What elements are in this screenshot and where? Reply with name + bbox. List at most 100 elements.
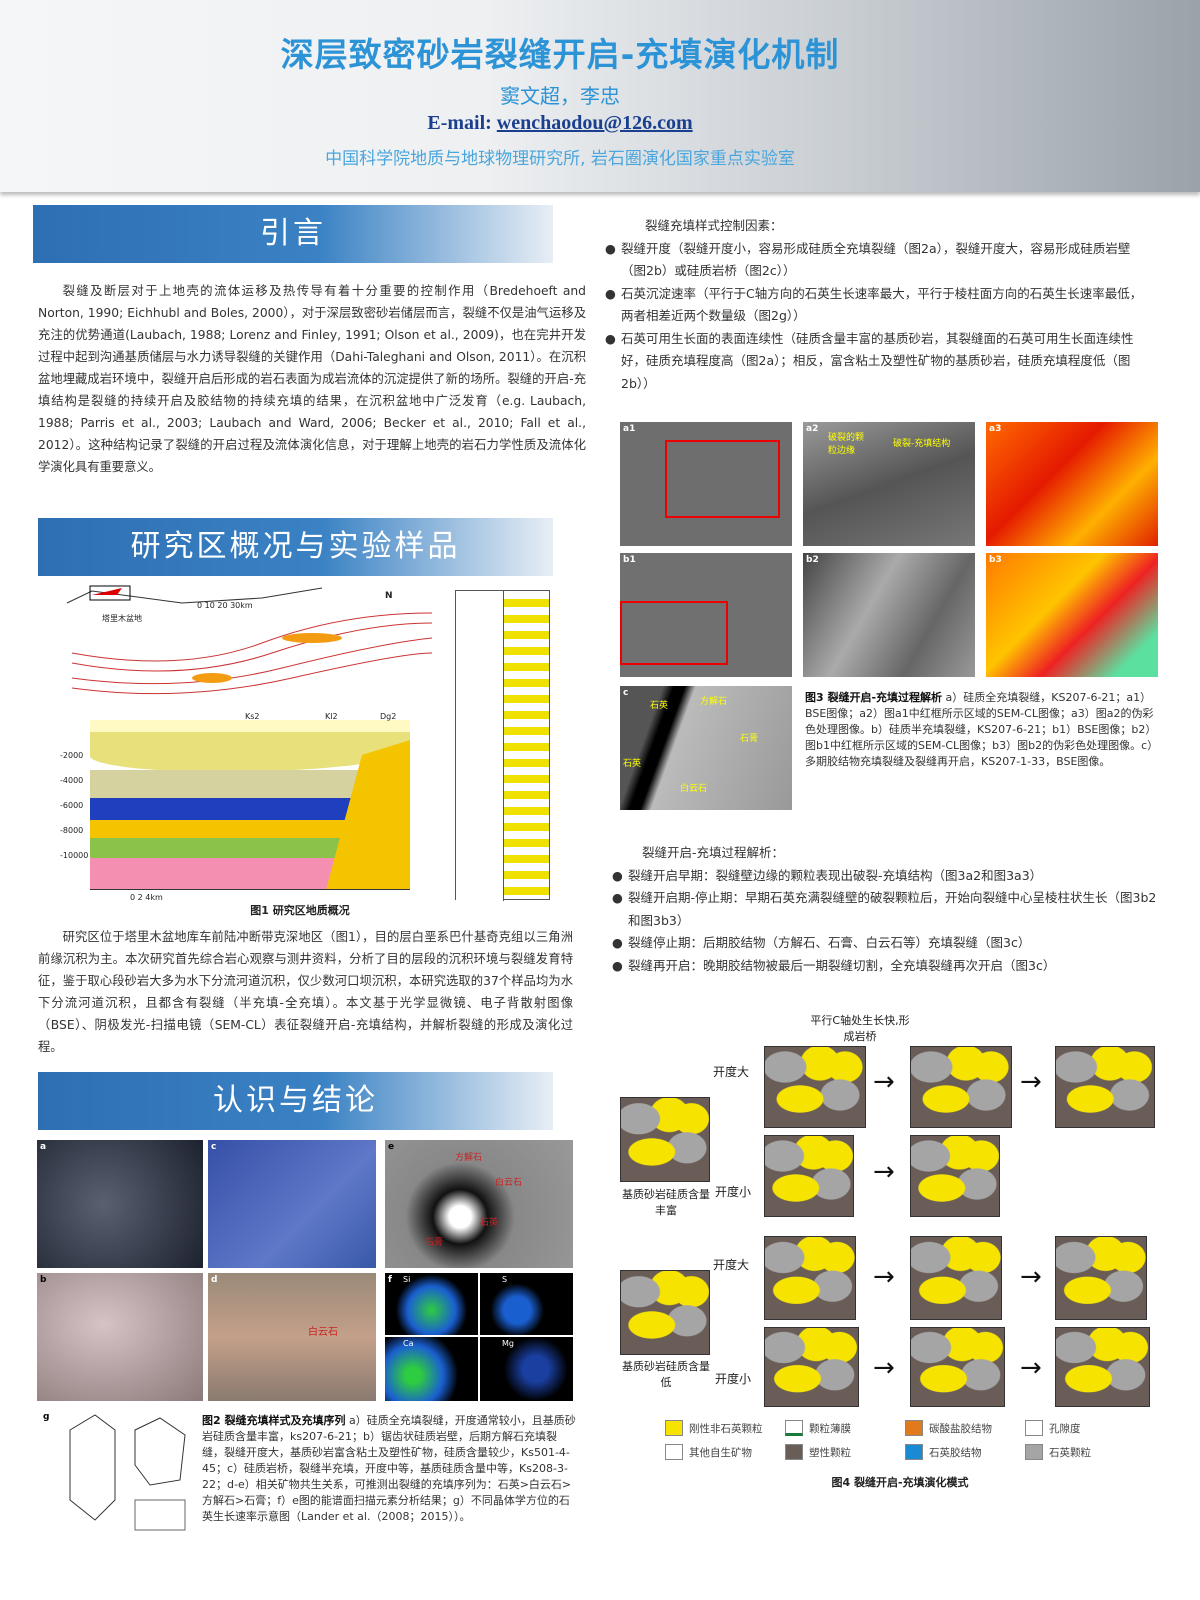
dolomite-label: 白云石 bbox=[308, 1327, 338, 1338]
element-label: Ca bbox=[403, 1339, 414, 1348]
mineral-label: 白云石 bbox=[680, 784, 708, 794]
legend-swatch bbox=[905, 1420, 923, 1436]
fig3-caption: 图3 裂缝开启-充填过程解析 a）硅质全充填裂缝，KS207-6-21；a1）B… bbox=[805, 690, 1160, 770]
legend-label: 石英颗粒 bbox=[1049, 1446, 1091, 1459]
email-label: E-mail: bbox=[427, 112, 497, 134]
list-item: 裂缝开度（裂缝开度小，容易形成硅质全充填裂缝（图2a），裂缝开度大，容易形成硅质… bbox=[605, 238, 1150, 283]
fig2-panel-a: a bbox=[37, 1140, 203, 1268]
poster-header bbox=[0, 0, 1200, 192]
fig2-panel-b: b bbox=[37, 1273, 203, 1401]
element-label: S bbox=[502, 1275, 508, 1284]
legend-swatch bbox=[665, 1444, 683, 1460]
list-item: 石英沉淀速率（平行于C轴方向的石英生长速率最大，平行于棱柱面方向的石英生长速率最… bbox=[605, 283, 1150, 328]
legend-item: 颗粒薄膜 bbox=[785, 1420, 905, 1436]
fig4-panel bbox=[764, 1046, 866, 1128]
panel-label: b3 bbox=[989, 555, 1002, 565]
fig3-panel-b2: b2 bbox=[803, 553, 975, 677]
fig3-panel-b1: b1 bbox=[620, 553, 792, 677]
panel-label: a2 bbox=[806, 424, 819, 434]
arrow-right-icon: → bbox=[1020, 1262, 1042, 1292]
legend-label: 碳酸盐胶结物 bbox=[929, 1422, 992, 1435]
list-item: 石英可用生长面的表面连续性（硅质含量丰富的基质砂岩，其裂缝面的石英可用生长面连续… bbox=[605, 328, 1150, 396]
stratigraphic-column bbox=[455, 590, 550, 901]
legend-swatch bbox=[1025, 1420, 1043, 1436]
panel-label: a1 bbox=[623, 424, 636, 434]
fig4-caption: 图4 裂缝开启-充填演化模式 bbox=[831, 1476, 969, 1489]
legend-label: 颗粒薄膜 bbox=[809, 1422, 851, 1435]
quartz-crystal-diagram bbox=[69, 1414, 186, 1531]
mineral-label: 石英 bbox=[650, 701, 669, 711]
section-scale: 0 2 4km bbox=[130, 893, 163, 902]
mineral-label: 方解石 bbox=[700, 697, 728, 707]
north-arrow: N bbox=[385, 591, 393, 601]
affiliation: 中国科学院地质与地球物理研究所, 岩石圈演化国家重点实验室 bbox=[325, 149, 795, 169]
arrow-right-icon: → bbox=[1020, 1353, 1042, 1383]
arrow-right-icon: → bbox=[873, 1353, 895, 1383]
depth-axis: -2000 -4000 -6000 -8000 -10000 bbox=[60, 743, 88, 868]
fig4-start-poor bbox=[620, 1270, 710, 1355]
fig3-caption-title: 图3 裂缝开启-充填过程解析 bbox=[805, 691, 943, 704]
panel-label: d bbox=[211, 1275, 218, 1285]
fig3-panel-a1: a1 bbox=[620, 422, 792, 546]
structure-map bbox=[66, 585, 433, 695]
panel-label: c bbox=[623, 688, 629, 698]
legend-label: 石英胶结物 bbox=[929, 1446, 982, 1459]
legend-item: 石英胶结物 bbox=[905, 1444, 1025, 1460]
arrow-right-icon: → bbox=[873, 1262, 895, 1292]
fig2-caption-text: a）硅质全充填裂缝，开度通常较小，且基质砂岩硅质含量丰富，ks207-6-21；… bbox=[202, 1414, 576, 1523]
fig4-panel bbox=[910, 1236, 1002, 1320]
fig4-legend: 刚性非石英颗粒 颗粒薄膜 碳酸盐胶结物 孔隙度 其他自生矿物 塑性颗粒 石英胶结… bbox=[665, 1420, 1145, 1460]
controls-section: 裂缝充填样式控制因素： 裂缝开度（裂缝开度小，容易形成硅质全充填裂缝（图2a），… bbox=[605, 215, 1150, 395]
poster-title: 深层致密砂岩裂缝开启-充填演化机制 bbox=[280, 35, 840, 74]
legend-item: 其他自生矿物 bbox=[665, 1444, 785, 1460]
fig4-poor-label: 基质砂岩硅质含量低 bbox=[622, 1360, 710, 1389]
panel-label: a bbox=[40, 1142, 47, 1152]
fig2-caption-title: 图2 裂缝充填样式及充填序列 bbox=[202, 1414, 346, 1427]
depth-tick: -2000 bbox=[60, 751, 84, 760]
fig4-panel bbox=[1055, 1046, 1155, 1128]
fig4-panel bbox=[1055, 1236, 1147, 1320]
controls-heading: 裂缝充填样式控制因素： bbox=[645, 218, 783, 233]
fig4-narrow-label: 开度小 bbox=[715, 1185, 752, 1199]
legend-item: 碳酸盐胶结物 bbox=[905, 1420, 1025, 1436]
fig4-panel bbox=[910, 1135, 1000, 1217]
fig2-panel-f-ca: Ca bbox=[385, 1337, 478, 1401]
legend-item: 孔隙度 bbox=[1025, 1420, 1145, 1436]
fig3-panel-a2: a2 破裂的颗粒边缘 破裂-充填结构 bbox=[803, 422, 975, 546]
legend-swatch bbox=[905, 1444, 923, 1460]
fig4-panel bbox=[764, 1327, 859, 1407]
fig1-caption: 图1 研究区地质概况 bbox=[250, 904, 350, 917]
arrow-right-icon: → bbox=[873, 1067, 895, 1097]
legend-item: 刚性非石英颗粒 bbox=[665, 1420, 785, 1436]
legend-swatch bbox=[1025, 1444, 1043, 1460]
list-item: 裂缝再开启：晚期胶结物被最后一期裂缝切割，全充填裂缝再次开启（图3c） bbox=[612, 955, 1157, 978]
depth-tick: -6000 bbox=[60, 801, 84, 810]
legend-item: 石英颗粒 bbox=[1025, 1444, 1145, 1460]
fig4-wide-label-2: 开度大 bbox=[713, 1258, 750, 1272]
well-label: Ks2 bbox=[245, 712, 260, 721]
fig4-note: 平行C轴处生长快,形成岩桥 bbox=[810, 1014, 910, 1043]
fig4-start-rich bbox=[620, 1097, 710, 1182]
well-label: Kl2 bbox=[325, 712, 338, 721]
legend-swatch bbox=[665, 1420, 683, 1436]
analysis-heading: 裂缝开启-充填过程解析： bbox=[642, 845, 785, 860]
mineral-label: 石膏 bbox=[425, 1238, 444, 1248]
fig3-panel-b3: b3 bbox=[986, 553, 1158, 677]
fig2-panel-f-s: S bbox=[480, 1273, 573, 1335]
intro-text: 裂缝及断层对于上地壳的流体运移及热传导有着十分重要的控制作用（Bredehoef… bbox=[38, 280, 586, 478]
intro-paragraph: 裂缝及断层对于上地壳的流体运移及热传导有着十分重要的控制作用（Bredehoef… bbox=[38, 284, 586, 474]
email-link[interactable]: wenchaodou@126.com bbox=[496, 112, 693, 134]
legend-item: 塑性颗粒 bbox=[785, 1444, 905, 1460]
fig2-panel-e: e 方解石 白云石 石英 石膏 bbox=[385, 1140, 573, 1268]
authors: 窦文超，李忠 bbox=[500, 84, 620, 108]
mineral-label: 石英 bbox=[480, 1218, 499, 1228]
tarim-label: 塔里木盆地 bbox=[102, 614, 142, 623]
fig2-panel-c: c bbox=[208, 1140, 376, 1268]
legend-label: 其他自生矿物 bbox=[689, 1446, 752, 1459]
fig2-panel-g: g bbox=[40, 1410, 190, 1540]
fig3-panel-c: c 石英 方解石 石膏 石英 白云石 bbox=[620, 686, 792, 810]
arrow-right-icon: → bbox=[873, 1157, 895, 1187]
section-heading-intro: 引言 bbox=[33, 205, 553, 263]
fig1-map: 0 10 20 30km N 塔里木盆地 bbox=[62, 583, 437, 708]
mineral-label: 白云石 bbox=[495, 1178, 523, 1188]
